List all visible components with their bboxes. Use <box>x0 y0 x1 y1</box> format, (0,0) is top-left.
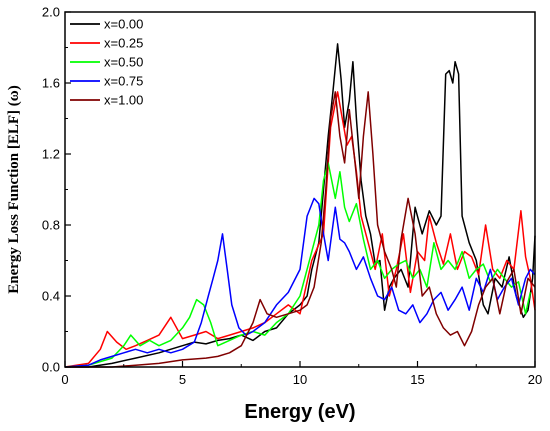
y-tick-label: 0.4 <box>42 289 60 304</box>
x-tick-label: 10 <box>293 372 307 387</box>
legend-label-1: x=0.25 <box>104 36 143 51</box>
legend-label-3: x=0.75 <box>104 74 143 89</box>
y-tick-label: 0.8 <box>42 218 60 233</box>
series-line-4 <box>65 91 536 368</box>
series-line-1 <box>64 91 536 368</box>
y-tick-label: 1.2 <box>42 147 60 162</box>
y-tick-label: 2.0 <box>42 5 60 20</box>
series-lines <box>64 43 536 368</box>
x-tick-label: 5 <box>179 372 186 387</box>
x-tick-label: 0 <box>61 372 68 387</box>
series-line-2 <box>64 162 532 368</box>
axis-ticks: 0 5 10 15 20 0.0 0.4 0.8 1.2 1.6 2.0 <box>42 5 542 388</box>
y-tick-label: 1.6 <box>42 76 60 91</box>
x-axis-title: Energy (eV) <box>244 401 355 423</box>
legend-label-0: x=0.00 <box>104 17 143 32</box>
series-line-3 <box>64 197 536 368</box>
y-tick-label: 0.0 <box>42 360 60 375</box>
legend: x=0.00 x=0.25 x=0.50 x=0.75 x=1.00 <box>70 17 143 108</box>
y-axis-title: Energy Loss Function [ELF] (ω) <box>6 85 22 293</box>
legend-label-4: x=1.00 <box>104 93 143 108</box>
x-tick-label: 20 <box>528 372 542 387</box>
x-tick-label: 15 <box>410 372 424 387</box>
legend-label-2: x=0.50 <box>104 55 143 70</box>
